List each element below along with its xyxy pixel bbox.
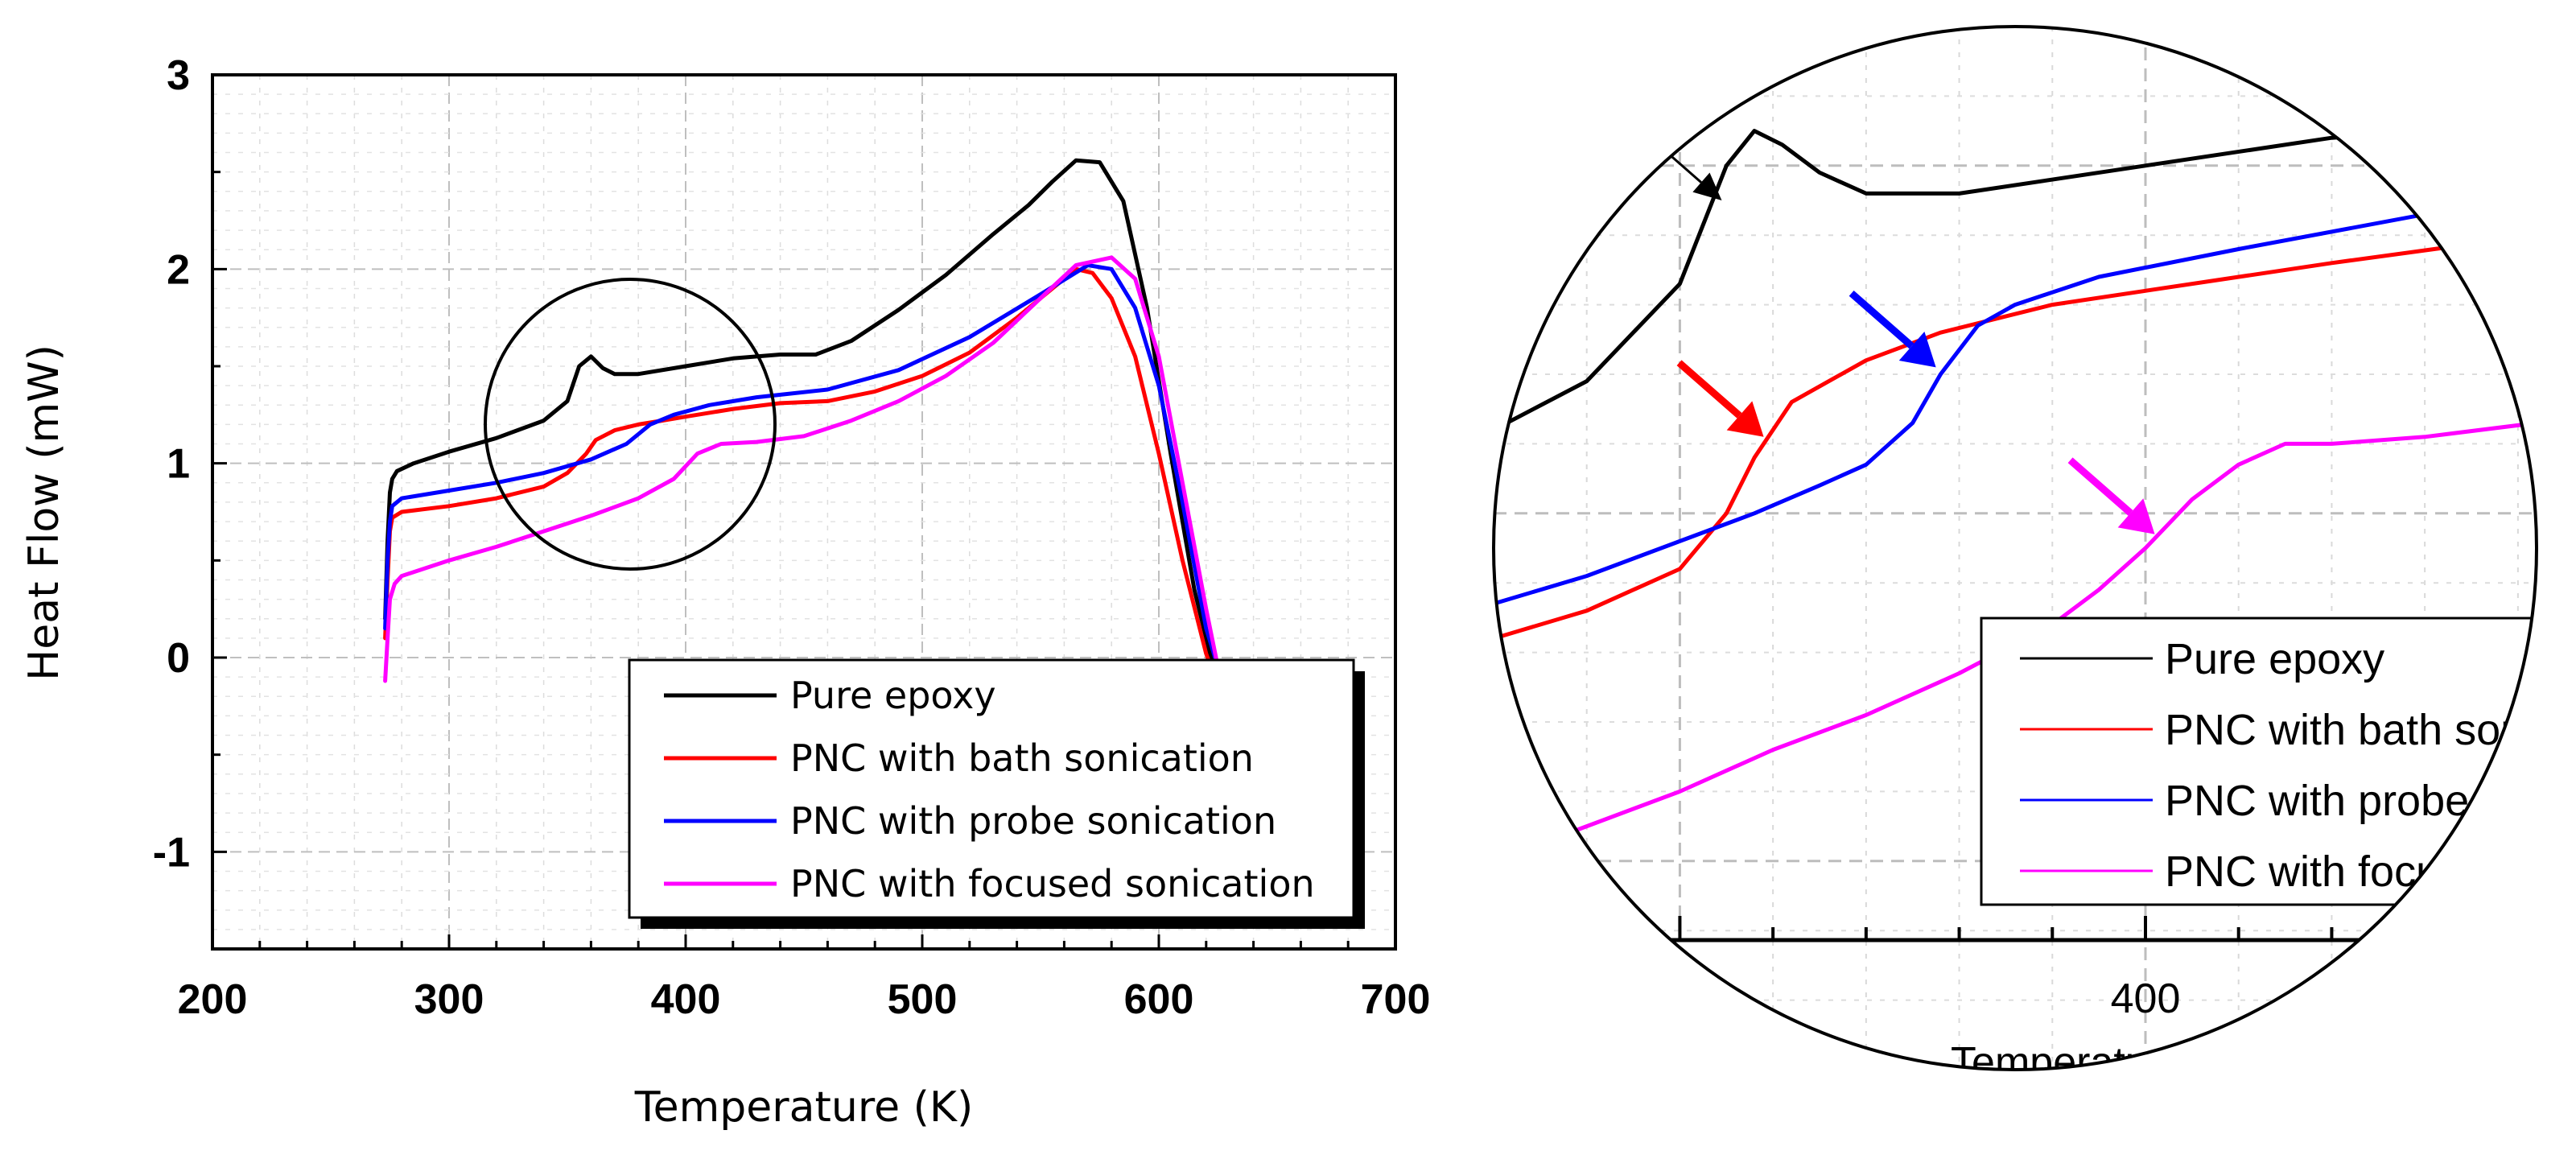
y-tick-label: 1 [167, 441, 190, 488]
main-chart: 200 300 400 500 600 700 3 2 1 0 -1 Temperature (K)… [20, 52, 1430, 1132]
zoom-series-line-pure-epoxy [1494, 122, 2537, 432]
zoom-x-tick-label: 350 [1645, 975, 1715, 1022]
series-line-pnc-with-focused-sonication [383, 255, 1220, 683]
legend-item-pnc-with-bath-sonication: PNC with bath sonication [790, 736, 1254, 780]
zoom-series-line-pnc-with-focused-sonication [1494, 421, 2537, 864]
zoom-series-line-pnc-with-bath-sonication [1494, 233, 2537, 641]
zoom-x-axis-title: Temperature [1951, 1039, 2186, 1086]
zoom-series [1494, 122, 2537, 864]
arrow-head-pnc-with-bath-sonication [1726, 401, 1764, 437]
y-axis-title: Heat Flow (mW) [20, 344, 68, 681]
legend-item-pnc-with-probe-sonication: PNC with probe sonication [790, 799, 1276, 843]
zoom-arrows [1636, 125, 2155, 534]
legend: Pure epoxy PNC with bath sonication PNC wi… [628, 658, 1365, 929]
x-tick-label: 600 [1124, 976, 1194, 1023]
arrow-pure-epoxy [1636, 125, 1702, 184]
x-tick-label: 700 [1361, 976, 1431, 1023]
arrow-pnc-with-focused-sonication [2067, 457, 2133, 516]
x-tick-label: 400 [651, 976, 721, 1023]
zoom-region-circle [484, 278, 777, 571]
zoom-axis: 350 400 [1494, 916, 2537, 1022]
zoom-x-tick-label: 400 [2111, 975, 2181, 1022]
zoom-circle-border [1492, 25, 2538, 1071]
zoom-legend: Pure epoxy PNC with bath sonication PNC wi… [1980, 617, 2576, 906]
arrow-head-pure-epoxy [1692, 172, 1722, 200]
x-tick-label: 500 [888, 976, 958, 1023]
y-tick-label: 3 [167, 52, 190, 99]
y-tick-label: 0 [167, 635, 190, 682]
zoom-legend-item-pure-epoxy: Pure epoxy [2165, 635, 2384, 683]
x-tick-label: 200 [178, 976, 248, 1023]
main-axis: 200 300 400 500 600 700 3 2 1 0 -1 [153, 52, 1431, 1023]
series-line-pnc-with-probe-sonication [383, 263, 1220, 670]
y-tick-label: 2 [167, 246, 190, 293]
legend-box [628, 658, 1355, 919]
x-tick-label: 300 [414, 976, 484, 1023]
series-line-pnc-with-bath-sonication [383, 266, 1216, 675]
zoom-series-line-pnc-with-probe-sonication [1494, 191, 2537, 606]
plot-frame [211, 73, 1397, 951]
arrow-head-pnc-with-probe-sonication [1898, 331, 1936, 368]
arrow-head-pnc-with-focused-sonication [2117, 498, 2155, 534]
zoom-legend-item-pnc-with-probe-sonication: PNC with probe sonication [2165, 777, 2576, 825]
legend-item-pnc-with-focused-sonication: PNC with focused sonication [790, 862, 1315, 905]
arrow-pnc-with-bath-sonication [1676, 360, 1742, 419]
zoom-legend-item-pnc-with-focused-sonication: PNC with focused sonication [2165, 848, 2576, 896]
arrow-pnc-with-probe-sonication [1849, 290, 1914, 349]
series-line-pure-epoxy [383, 158, 1220, 679]
legend-item-pure-epoxy: Pure epoxy [790, 674, 996, 717]
zoom-legend-item-pnc-with-bath-sonication: PNC with bath sonication [2165, 706, 2576, 754]
y-tick-label: -1 [153, 829, 190, 876]
x-axis-title: Temperature (K) [634, 1083, 974, 1132]
main-series [383, 158, 1220, 683]
